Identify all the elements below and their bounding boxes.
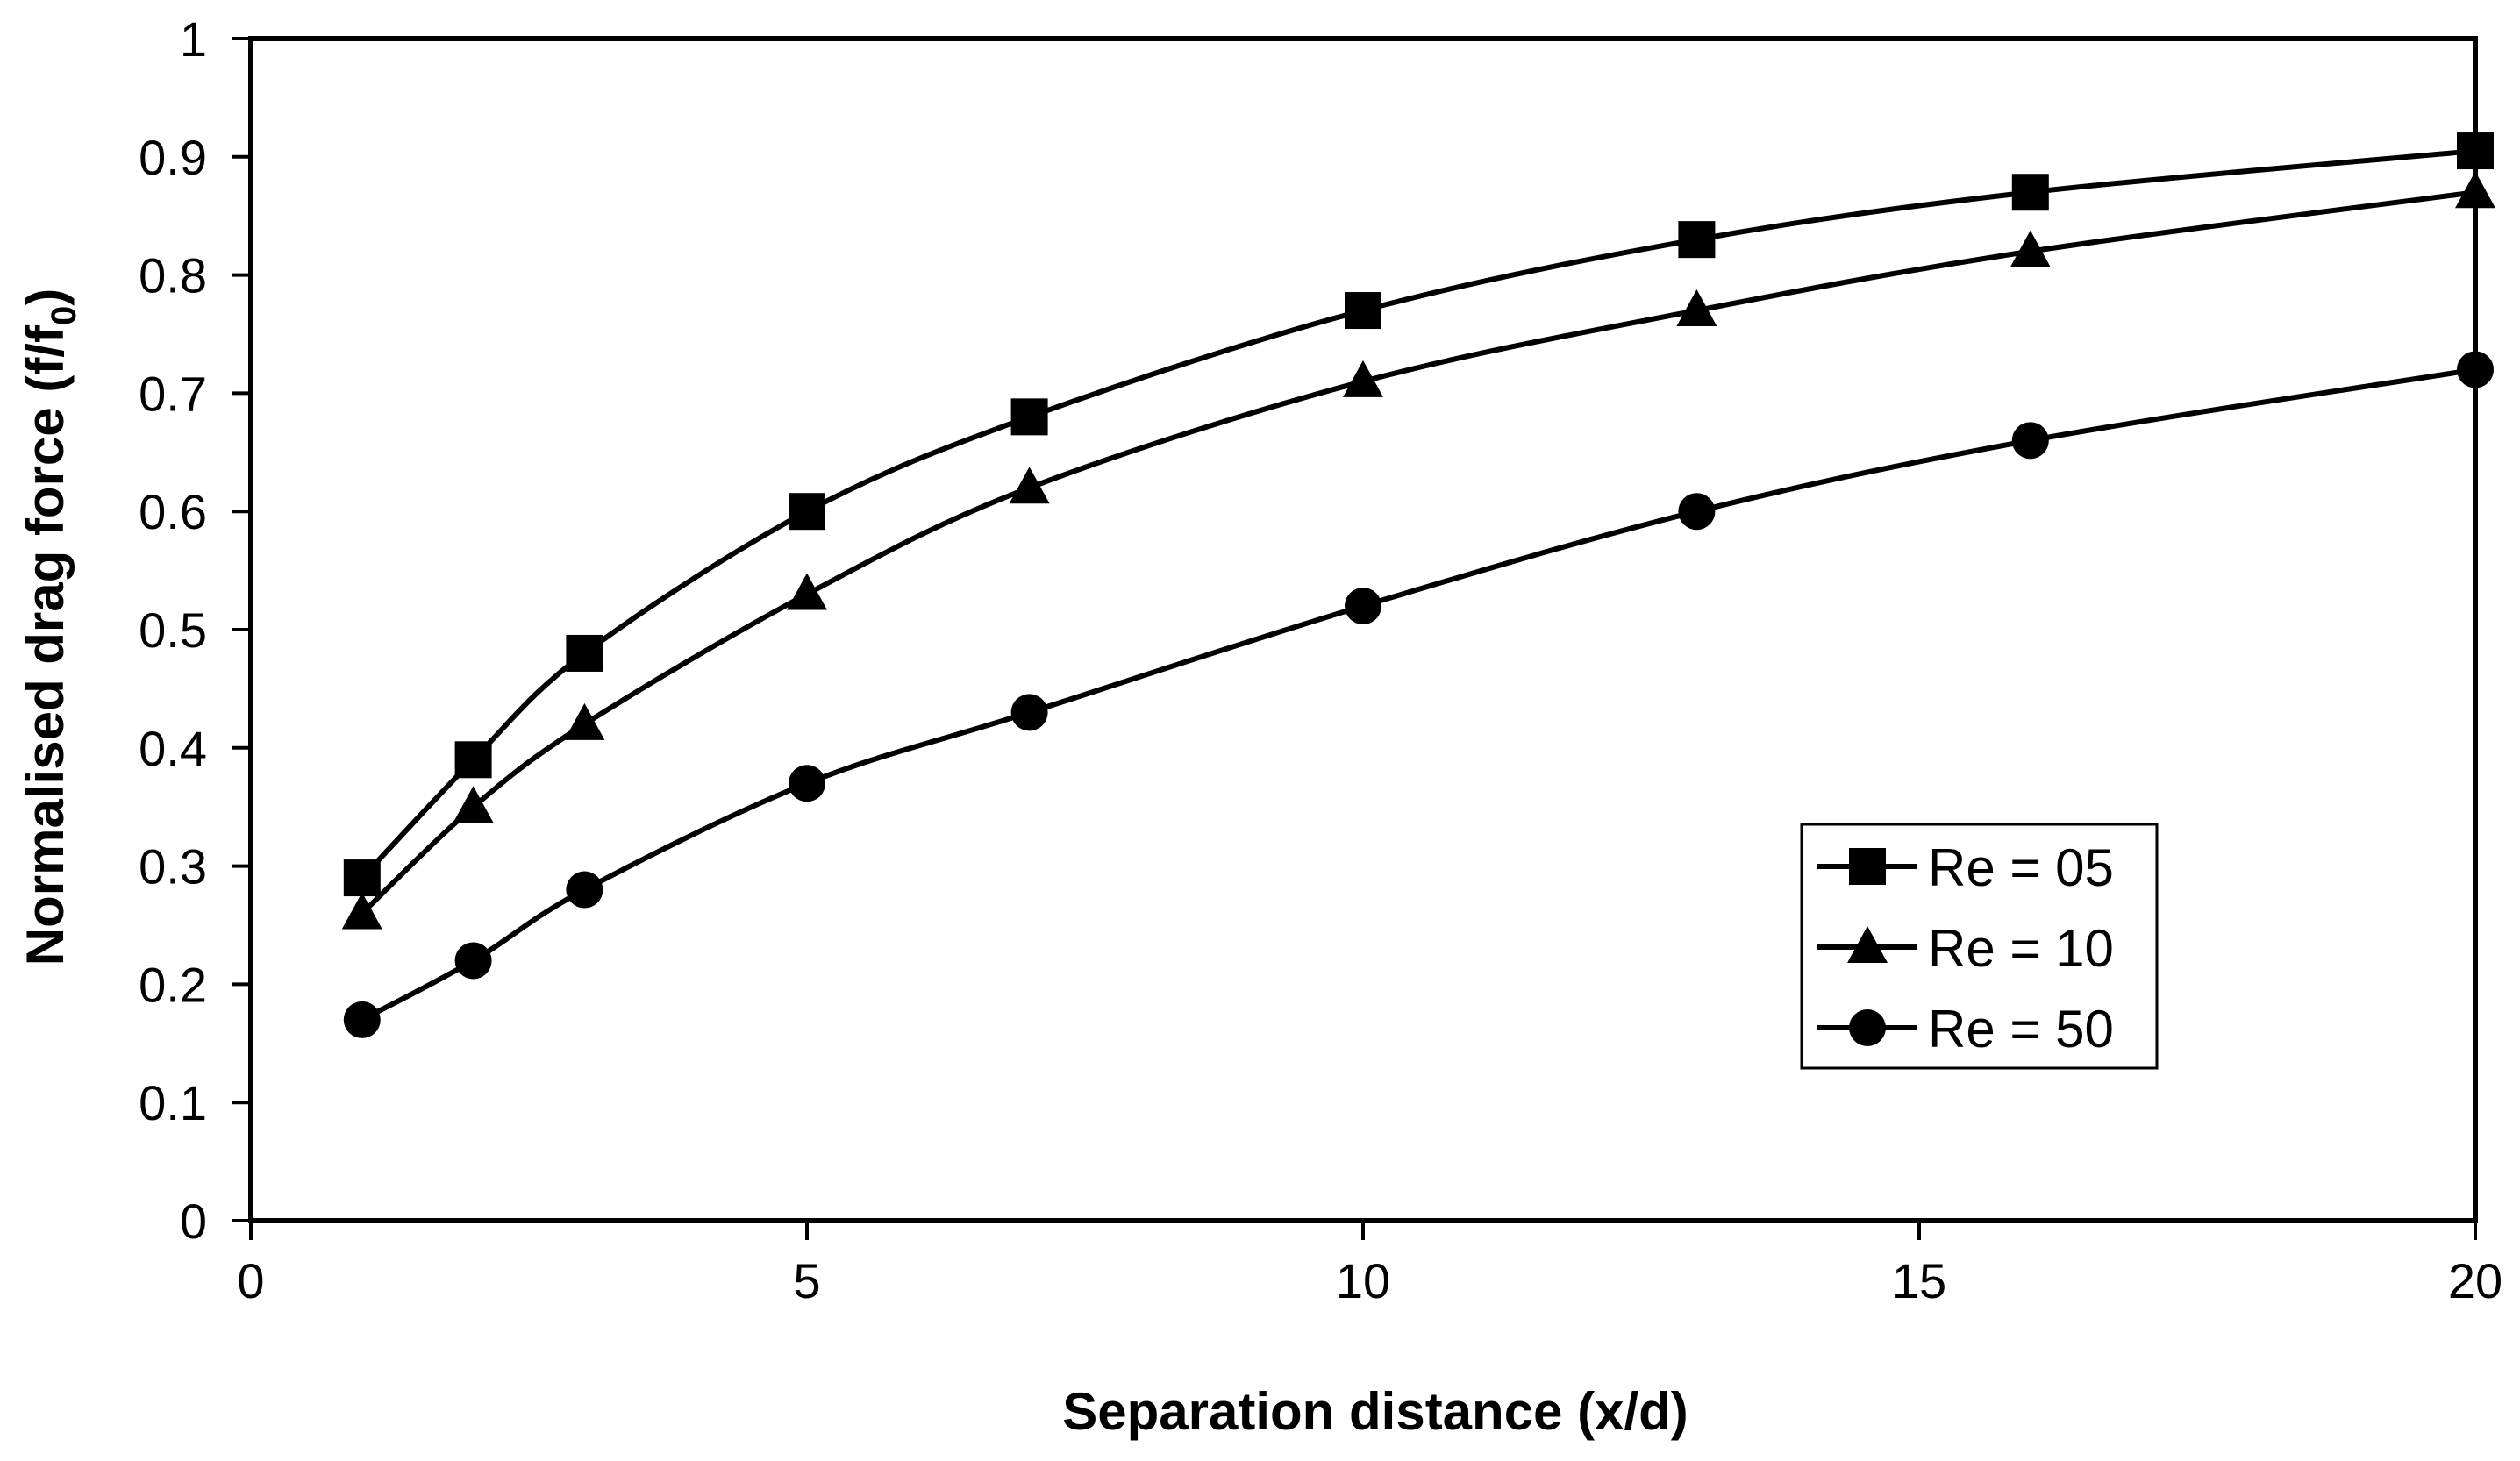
- series-layer: [341, 132, 2495, 1038]
- data-point-circle: [343, 1001, 381, 1038]
- y-axis-ticks: 0 0.1 0.2 0.3 0.4 0.5 0.6 0.7 0.8 0.9 1: [139, 11, 251, 1249]
- data-point-square: [343, 859, 381, 897]
- y-axis-title-subscript: 0: [45, 306, 83, 325]
- data-point-square: [1345, 292, 1381, 330]
- legend-label: Re = 50: [1928, 1000, 2114, 1058]
- data-point-circle: [566, 871, 603, 909]
- data-point-triangle: [564, 702, 605, 740]
- data-point-circle: [454, 942, 492, 980]
- y-tick-label: 0.3: [139, 839, 207, 894]
- x-tick-label: 20: [2448, 1253, 2502, 1308]
- legend-label: Re = 05: [1928, 838, 2114, 897]
- series-line-re-05: [360, 148, 2476, 880]
- series-line-re-50: [361, 367, 2476, 1023]
- data-point-circle: [1345, 588, 1381, 625]
- series-re-05: [343, 132, 2494, 897]
- y-tick-label: 0.1: [139, 1075, 207, 1130]
- data-point-square: [454, 741, 492, 779]
- data-point-triangle: [1676, 289, 1717, 327]
- x-axis-ticks: 0 5 10 15 20: [237, 1221, 2502, 1308]
- y-tick-label: 0: [180, 1194, 207, 1249]
- x-tick-label: 10: [1336, 1253, 1390, 1308]
- x-tick-label: 0: [237, 1253, 264, 1308]
- legend-label: Re = 10: [1928, 919, 2114, 978]
- legend-marker-square: [1849, 848, 1886, 885]
- data-point-circle: [2011, 422, 2049, 460]
- legend-item: Re = 05: [1817, 838, 2114, 897]
- y-tick-label: 1: [180, 11, 207, 67]
- y-axis-title: Normalised drag force (f/f0): [16, 289, 83, 966]
- data-point-triangle: [1343, 360, 1383, 397]
- series-re-50: [343, 351, 2494, 1038]
- legend-marker-triangle: [1847, 926, 1888, 963]
- y-axis-title-close: ): [16, 289, 75, 306]
- data-point-triangle: [2010, 230, 2051, 267]
- y-axis-title-main: Normalised drag force (f/f: [16, 324, 75, 966]
- series-re-10: [341, 171, 2495, 930]
- data-point-square: [1678, 221, 1716, 259]
- data-point-square: [566, 634, 603, 672]
- x-tick-label: 5: [793, 1253, 820, 1308]
- series-line-re-10: [360, 189, 2476, 916]
- data-point-circle: [1678, 493, 1716, 531]
- y-tick-label: 0.6: [139, 484, 207, 539]
- data-point-triangle: [787, 573, 827, 610]
- y-tick-label: 0.4: [139, 721, 207, 776]
- y-tick-label: 0.8: [139, 248, 207, 303]
- data-point-triangle: [341, 892, 382, 930]
- plot-area-frame: [248, 36, 2478, 1223]
- x-axis-title: Separation distance (x/d): [1062, 1382, 1688, 1441]
- data-point-circle: [789, 765, 825, 802]
- legend-item: Re = 10: [1817, 919, 2114, 978]
- legend: Re = 05 Re = 10 Re = 50: [1800, 823, 2159, 1070]
- data-point-square: [789, 493, 825, 531]
- data-point-triangle: [453, 786, 494, 823]
- data-point-triangle: [1009, 467, 1050, 504]
- y-tick-label: 0.2: [139, 957, 207, 1012]
- y-tick-label: 0.5: [139, 602, 207, 658]
- legend-marker-circle: [1849, 1009, 1886, 1046]
- y-tick-label: 0.7: [139, 366, 207, 421]
- data-point-square: [1010, 398, 1048, 436]
- x-tick-label: 15: [1892, 1253, 1946, 1308]
- data-point-square: [2011, 174, 2049, 211]
- y-tick-label: 0.9: [139, 130, 207, 185]
- legend-item: Re = 50: [1817, 1000, 2114, 1058]
- data-point-circle: [1010, 694, 1048, 731]
